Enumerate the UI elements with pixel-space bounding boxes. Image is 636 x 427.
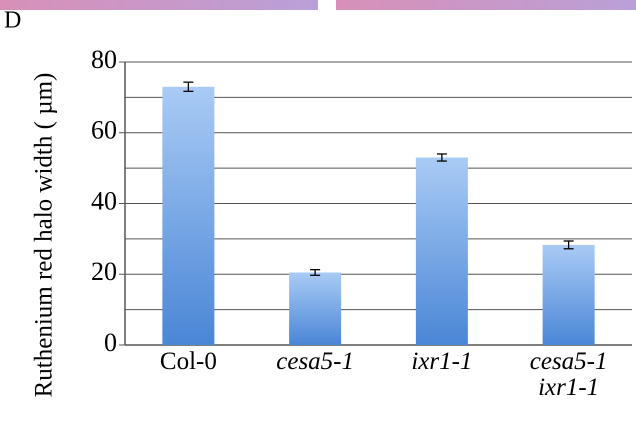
bar [289,272,341,345]
figure-panel: D Ruthenium red halo width ( µm) 0 20 40 60… [0,0,636,427]
image-strip [0,0,318,10]
y-tick-label: 40 [91,186,117,215]
x-tick-label: ixr1-1 [372,349,512,375]
y-axis-label: Ruthenium red halo width ( µm) [31,73,58,398]
panel-label: D [4,8,21,34]
y-tick-label: 60 [91,116,117,145]
x-tick-label: Col-0 [118,349,258,375]
y-tick-label: 20 [91,257,117,286]
x-tick-label: cesa5-1 ixr1-1 [499,349,636,401]
y-tick-label: 80 [91,45,117,74]
bar [416,158,468,345]
bar [162,87,214,345]
x-tick-label: cesa5-1 [245,349,385,375]
bar [543,245,595,345]
y-tick-label: 0 [104,328,117,357]
image-strip [336,0,636,10]
